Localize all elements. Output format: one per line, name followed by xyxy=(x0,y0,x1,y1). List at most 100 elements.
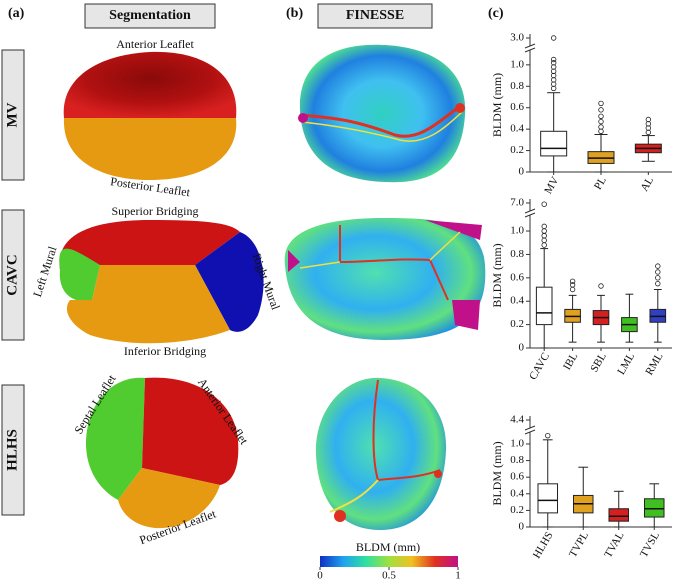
panel-title: Segmentation xyxy=(109,8,191,23)
y-axis-label: BLDM (mm) xyxy=(490,441,504,505)
hlhs-heatmap xyxy=(315,377,447,530)
panel-label: (b) xyxy=(286,6,303,21)
y-tick-label: 0 xyxy=(519,166,525,178)
y-tick-label: 0.8 xyxy=(510,80,524,92)
outlier xyxy=(545,432,551,439)
box xyxy=(540,130,568,157)
outlier xyxy=(655,269,661,275)
x-tick-label: SBL xyxy=(588,351,609,375)
outlier xyxy=(541,237,547,244)
y-tick-label: 7.0 xyxy=(510,197,524,209)
segment-label: Inferior Bridging xyxy=(124,344,206,358)
header-box xyxy=(84,3,216,29)
colorbar-tick-label: 0 xyxy=(317,570,323,582)
cavc-segmentation xyxy=(59,220,264,344)
hlhs-segmentation xyxy=(85,377,239,529)
colorbar xyxy=(320,556,458,567)
x-tick-label: LML xyxy=(615,351,637,377)
axis-break-gap xyxy=(525,211,535,215)
y-tick-label: 0.2 xyxy=(510,318,524,330)
x-tick-label: TVAL xyxy=(602,530,626,560)
panel-label: (c) xyxy=(488,6,504,21)
axis-break xyxy=(524,47,536,53)
y-tick-label: 0.6 xyxy=(510,101,524,113)
panel-label: (a) xyxy=(8,6,25,21)
segment-label: Superior Bridging xyxy=(112,204,199,218)
row-box xyxy=(1,209,25,341)
y-tick-label: 4.4 xyxy=(510,414,524,426)
x-tick-label: AL xyxy=(638,175,656,194)
box xyxy=(537,483,559,514)
outlier xyxy=(655,263,661,269)
axis-break xyxy=(524,208,536,214)
y-tick-label: 0.4 xyxy=(510,487,524,499)
y-axis-label: BLDM (mm) xyxy=(490,73,504,137)
axis-break xyxy=(524,212,536,218)
x-tick-label: HLHS xyxy=(531,530,556,561)
colorbar-label: BLDM (mm) xyxy=(356,540,420,554)
y-tick-label: 1.0 xyxy=(510,58,524,70)
outlier xyxy=(598,100,604,107)
y-tick-label: 0.2 xyxy=(510,504,524,516)
outlier xyxy=(598,113,604,119)
panel-title: FINESSE xyxy=(346,8,404,23)
box xyxy=(643,498,665,518)
segment-label: Anterior Leaflet xyxy=(116,37,194,51)
segment-label: Left Mural xyxy=(30,244,60,299)
axis-break xyxy=(524,425,536,431)
outlier xyxy=(655,275,661,281)
box xyxy=(535,286,553,326)
x-tick-label: MV xyxy=(542,175,561,196)
y-tick-label: 1.0 xyxy=(510,225,524,237)
y-tick-label: 0.4 xyxy=(510,123,524,135)
box xyxy=(608,508,630,522)
row-box xyxy=(1,49,25,181)
y-tick-label: 0.2 xyxy=(510,144,524,156)
y-tick-label: 0.6 xyxy=(510,271,524,283)
outlier xyxy=(550,56,557,63)
y-tick-label: 3.0 xyxy=(510,32,524,44)
outlier xyxy=(569,282,576,288)
y-tick-label: 0.4 xyxy=(510,295,524,307)
x-tick-label: CAVC xyxy=(527,351,552,382)
outlier xyxy=(655,280,661,287)
outlier xyxy=(645,116,652,123)
x-tick-label: IBL xyxy=(561,351,580,373)
y-tick-label: 0.8 xyxy=(510,248,524,260)
x-tick-label: TVSL xyxy=(638,530,662,560)
row-label: MV xyxy=(4,102,20,127)
axis-break-gap xyxy=(525,46,535,50)
outlier xyxy=(550,60,557,66)
row-label: HLHS xyxy=(4,429,20,471)
x-tick-label: RML xyxy=(643,351,665,378)
y-tick-label: 0 xyxy=(519,342,525,354)
outlier xyxy=(598,124,604,130)
y-axis-label: BLDM (mm) xyxy=(490,243,504,307)
y-tick-label: 0.8 xyxy=(510,454,524,466)
axis-break xyxy=(524,429,536,435)
row-box xyxy=(1,384,25,516)
row-label: CAVC xyxy=(4,254,20,295)
colorbar-tick-label: 1 xyxy=(455,570,461,582)
outlier xyxy=(598,283,604,289)
outlier xyxy=(541,223,547,230)
x-tick-label: PL xyxy=(592,175,609,192)
outlier xyxy=(598,107,604,113)
outlier xyxy=(541,242,547,248)
y-tick-label: 0.6 xyxy=(510,471,524,483)
outlier xyxy=(569,278,576,285)
cavc-heatmap xyxy=(284,218,486,340)
header-box xyxy=(317,3,433,29)
outlier xyxy=(541,201,547,207)
outlier xyxy=(550,35,557,41)
mv-segmentation xyxy=(63,51,237,180)
outlier xyxy=(569,286,576,293)
outlier xyxy=(541,228,547,234)
y-tick-label: 1.0 xyxy=(510,437,524,449)
axis-break-gap xyxy=(525,428,535,432)
y-tick-label: 0 xyxy=(519,521,525,533)
colorbar-tick-label: 0.5 xyxy=(382,570,396,582)
x-tick-label: TVPL xyxy=(567,530,591,560)
outlier xyxy=(598,118,604,125)
